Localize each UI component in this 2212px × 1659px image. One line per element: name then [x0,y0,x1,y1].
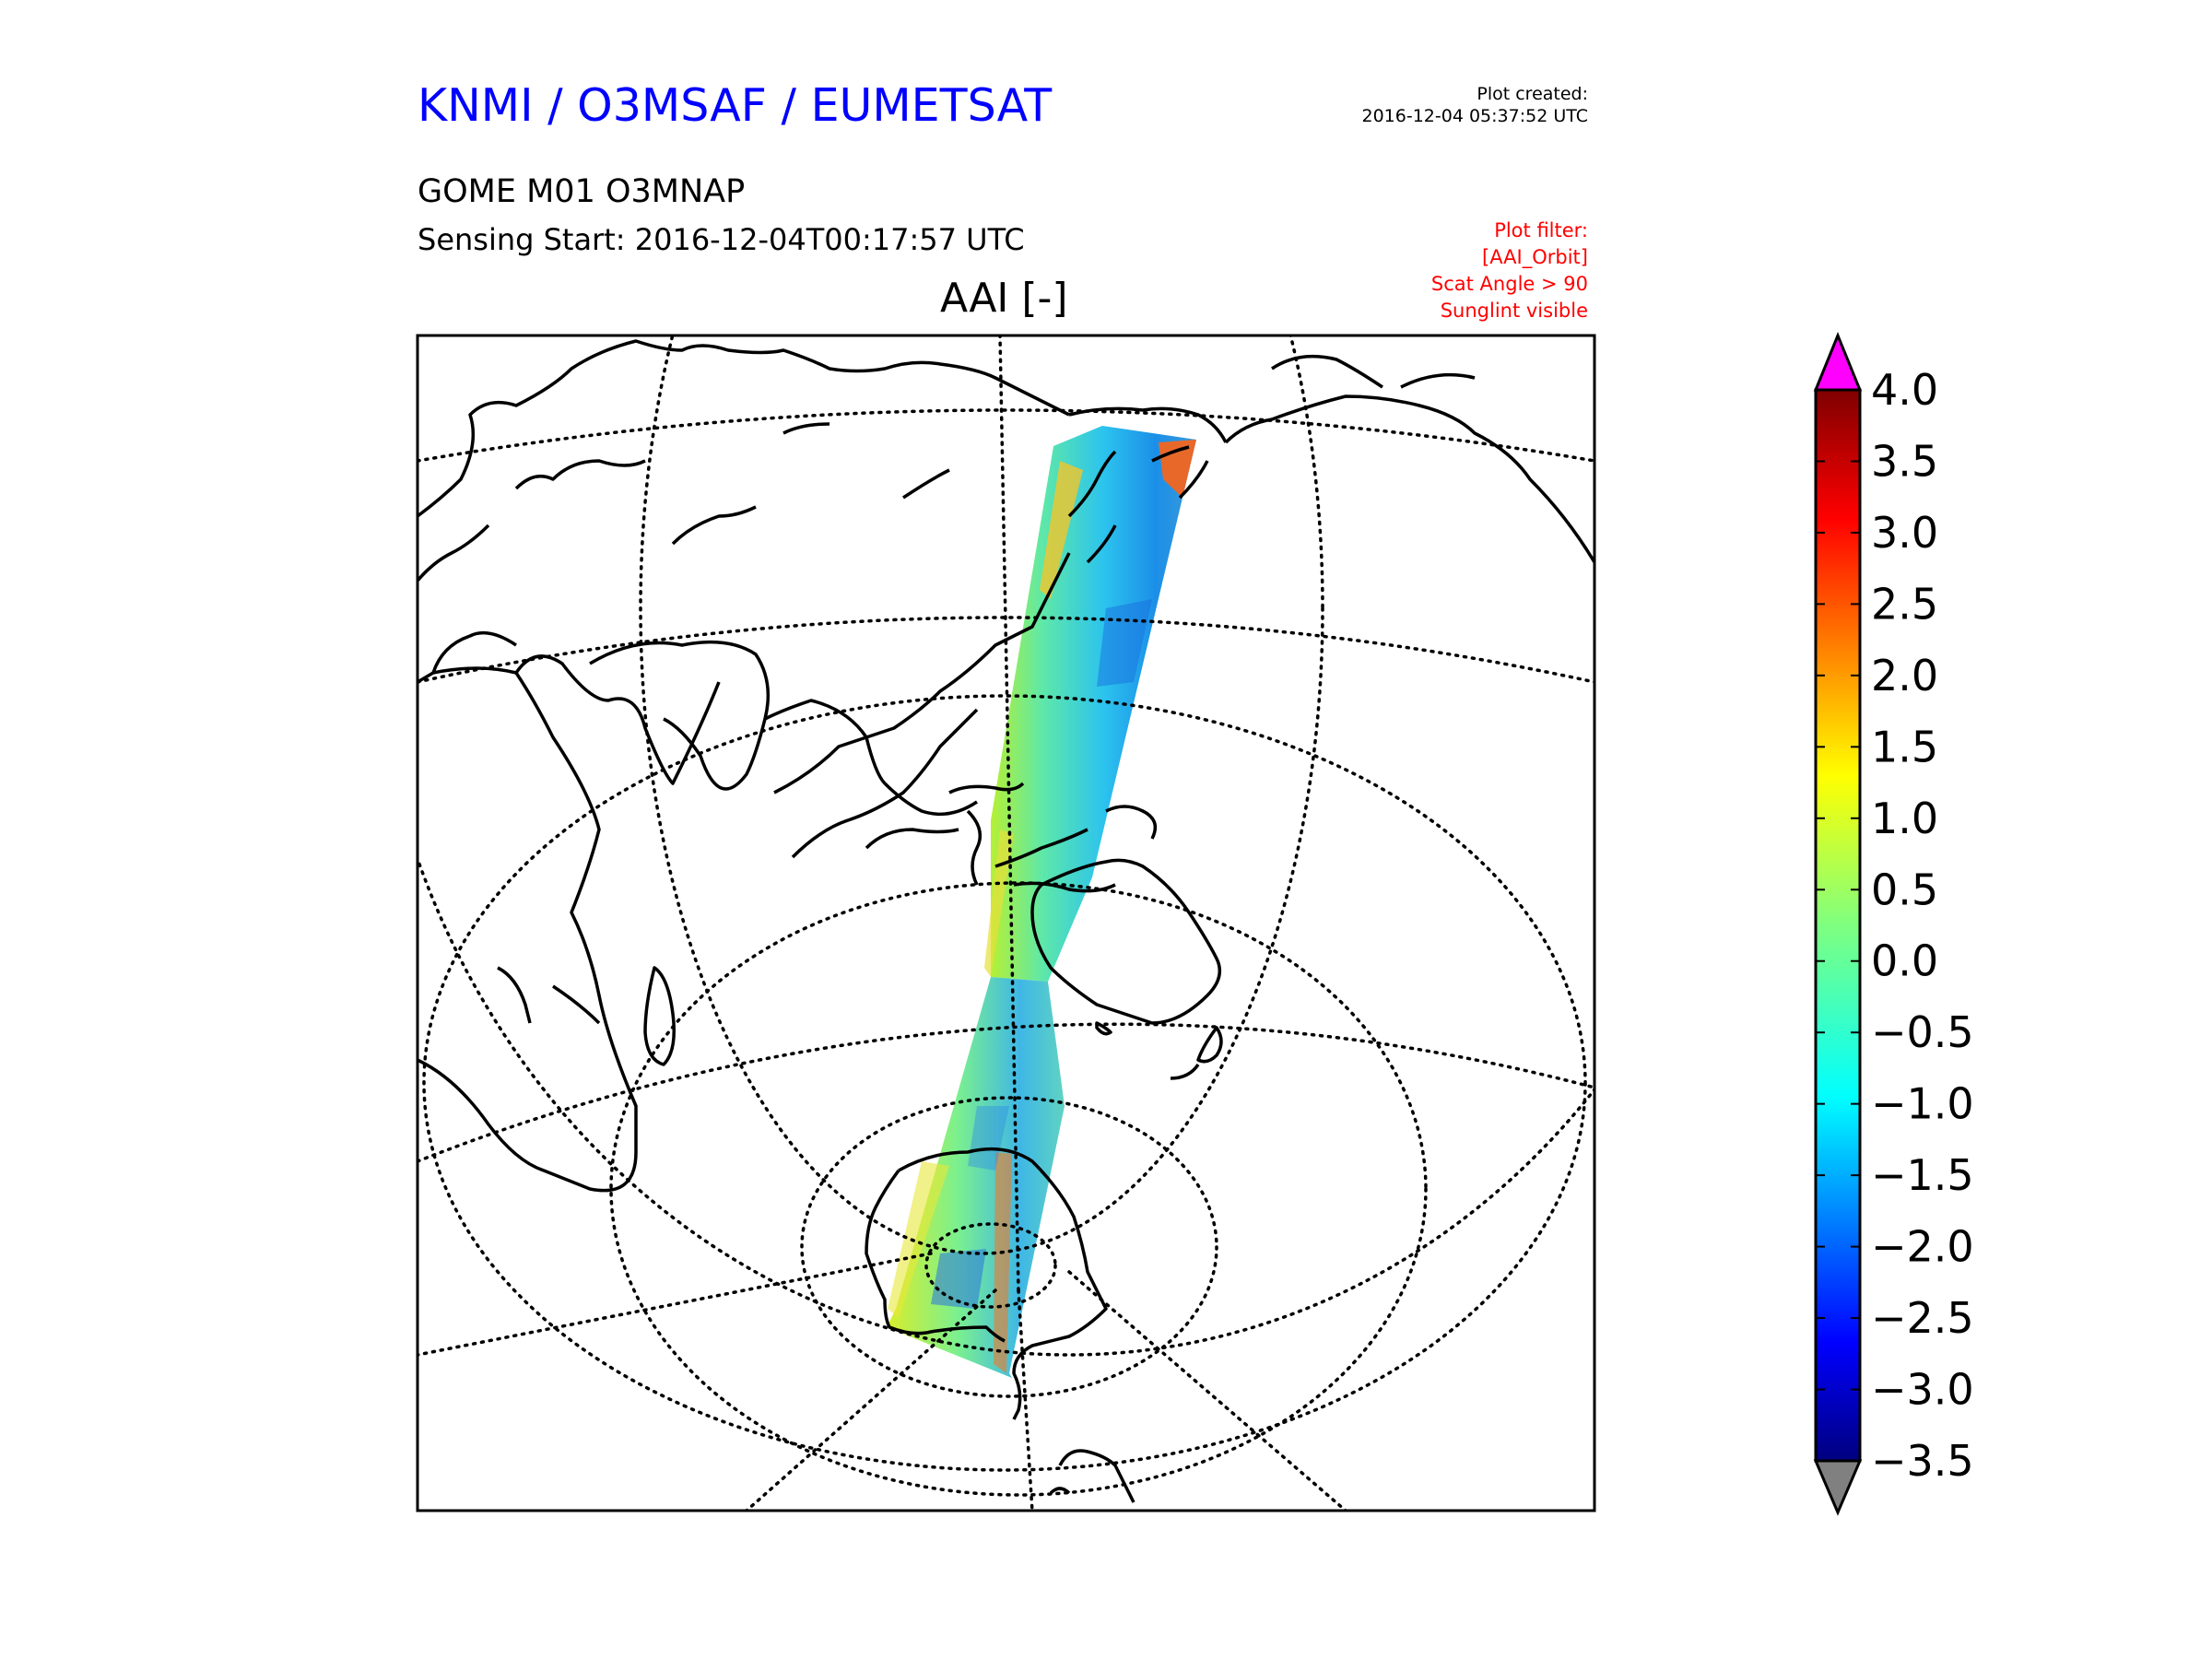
colorbar-tick-label: −2.0 [1871,1222,1974,1272]
plot-filter-line: Plot filter: [1494,219,1588,241]
sensing-start: Sensing Start: 2016-12-04T00:17:57 UTC [418,222,1025,257]
colorbar-tick-label: 3.5 [1871,436,1938,486]
colorbar-under-triangle [1813,1459,1863,1516]
colorbar-tick-label: 4.0 [1871,365,1938,415]
colorbar-gradient [1816,390,1860,1461]
colorbar-ticks [1816,389,1860,1462]
plot-filter: Plot filter: [AAI_Orbit] Scat Angle > 90… [1431,218,1588,324]
product-name: GOME M01 O3MNAP [418,173,746,210]
colorbar-tick-label: 3.0 [1871,508,1938,558]
aai-swath [887,426,1196,1378]
colorbar-tick-label: −2.5 [1871,1293,1974,1343]
header-organisations: KNMI / O3MSAF / EUMETSAT [418,79,1053,132]
colorbar-tick-label: 1.0 [1871,794,1938,843]
map-area [418,335,1594,1511]
colorbar-tick-label: 0.0 [1871,936,1938,986]
colorbar-tick-label: 2.0 [1871,651,1938,700]
graticule [418,335,1594,1511]
plot-filter-line: [AAI_Orbit] [1482,246,1588,268]
map-title: AAI [-] [940,275,1068,322]
colorbar-tick-labels: 4.0 3.5 3.0 2.5 2.0 1.5 1.0 0.5 0.0 −0.5 −1.0 −1.5 −… [1871,365,1974,1486]
colorbar-tick-label: −1.5 [1871,1150,1974,1200]
colorbar-tick-label: −1.0 [1871,1079,1974,1129]
plot-filter-line: Scat Angle > 90 [1430,273,1588,295]
plot-created-label: Plot created: [1477,84,1588,104]
coastlines [418,339,1594,1503]
colorbar-over-triangle [1813,332,1863,392]
colorbar-tick-label: −0.5 [1871,1007,1974,1057]
plot-created-time: 2016-12-04 05:37:52 UTC [1361,106,1589,126]
colorbar-tick-label: 1.5 [1871,722,1938,771]
colorbar-tick-label: 2.5 [1871,579,1938,629]
colorbar-tick-label: −3.0 [1871,1365,1974,1415]
colorbar-tick-label: 0.5 [1871,865,1938,914]
colorbar: 4.0 3.5 3.0 2.5 2.0 1.5 1.0 0.5 0.0 −0.5 −1.0 −1.5 −… [1813,332,1974,1516]
colorbar-tick-label: −3.5 [1871,1436,1974,1486]
map-frame [416,334,1596,1512]
plot-filter-line: Sunglint visible [1440,300,1588,322]
